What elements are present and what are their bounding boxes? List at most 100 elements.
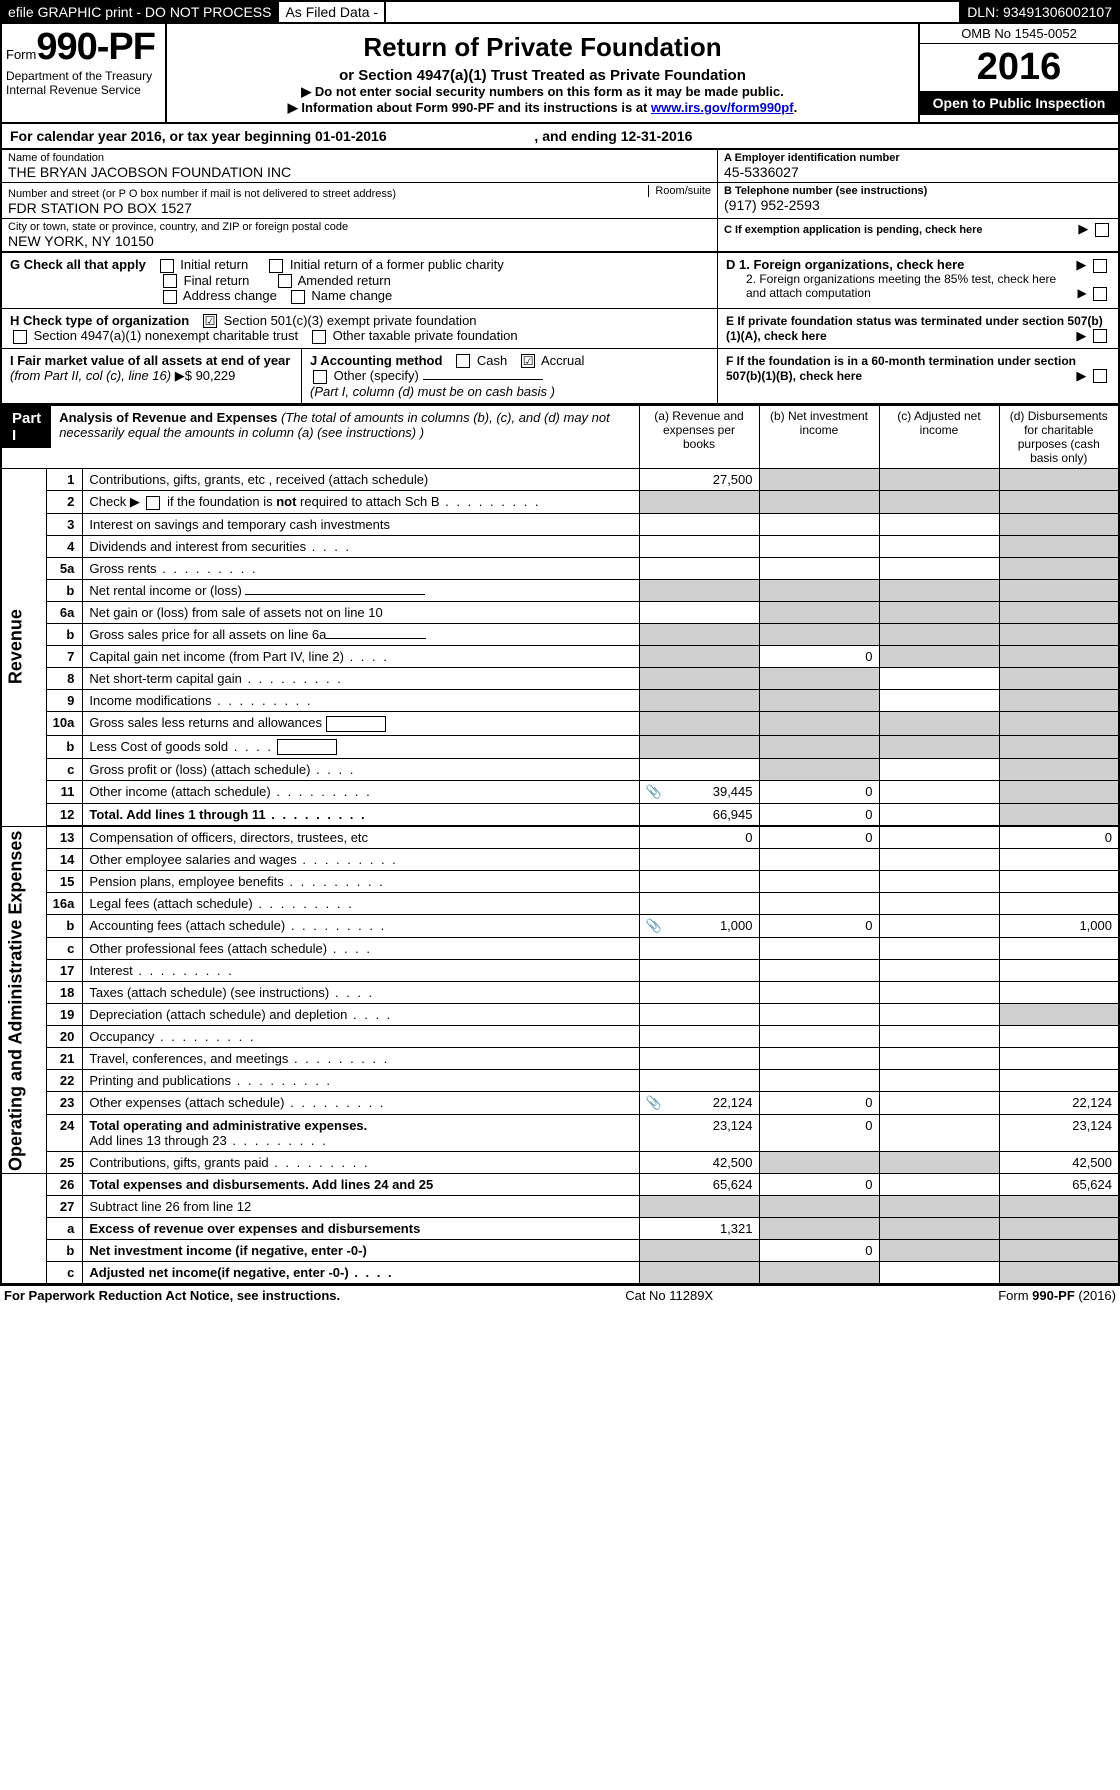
l2-checkbox[interactable]	[146, 496, 160, 510]
l24-desc: Total operating and administrative expen…	[83, 1115, 639, 1152]
irs-link[interactable]: www.irs.gov/form990pf	[651, 100, 794, 115]
h1-checkbox[interactable]: ☑	[203, 314, 217, 328]
exemption-checkbox[interactable]	[1095, 223, 1109, 237]
col-a-header: (a) Revenue and expenses per books	[639, 405, 759, 468]
l16b-d: 1,000	[999, 915, 1119, 938]
i-ital: (from Part II, col (c), line 16)	[10, 368, 171, 383]
f-checkbox[interactable]	[1093, 369, 1107, 383]
line-15: 15Pension plans, employee benefits	[1, 871, 1119, 893]
line-1: Revenue 1 Contributions, gifts, grants, …	[1, 468, 1119, 490]
h-section: H Check type of organization ☑ Section 5…	[2, 309, 718, 348]
l21-num: 21	[46, 1048, 83, 1070]
line-19: 19Depreciation (attach schedule) and dep…	[1, 1004, 1119, 1026]
line-5a: 5aGross rents	[1, 557, 1119, 579]
line-2: 2 Check ▶ if the foundation is not requi…	[1, 490, 1119, 513]
address-cell: Number and street (or P O box number if …	[2, 183, 718, 219]
l26-num: 26	[46, 1174, 83, 1196]
l16b-desc: Accounting fees (attach schedule)	[83, 915, 639, 938]
l27-desc: Subtract line 26 from line 12	[83, 1196, 639, 1218]
ein-cell: A Employer identification number 45-5336…	[718, 150, 1118, 183]
l10a-desc: Gross sales less returns and allowances	[83, 711, 639, 735]
l3-desc: Interest on savings and temporary cash i…	[83, 513, 639, 535]
opexp-section-label: Operating and Administrative Expenses	[1, 827, 46, 1174]
l24-b: 0	[759, 1115, 879, 1152]
l16c-text: Other professional fees (attach schedule…	[89, 941, 327, 956]
amended-return-checkbox[interactable]	[278, 274, 292, 288]
address-change-checkbox[interactable]	[163, 290, 177, 304]
calendar-year-row: For calendar year 2016, or tax year begi…	[0, 124, 1120, 150]
attach-icon[interactable]: 📎	[646, 784, 662, 800]
l12-b: 0	[759, 804, 879, 826]
l23-num: 23	[46, 1092, 83, 1115]
j-accrual-checkbox[interactable]: ☑	[521, 354, 535, 368]
name-change-checkbox[interactable]	[291, 290, 305, 304]
l10b-num: b	[46, 735, 83, 759]
col-b-header: (b) Net investment income	[759, 405, 879, 468]
l26-d: 65,624	[999, 1174, 1119, 1196]
initial-former-checkbox[interactable]	[269, 259, 283, 273]
header-spacer	[386, 2, 961, 22]
l24-text: Total operating and administrative expen…	[89, 1118, 367, 1133]
h3-checkbox[interactable]	[312, 330, 326, 344]
l4-desc: Dividends and interest from securities	[83, 535, 639, 557]
form-title-box: Form990-PF Department of the Treasury In…	[0, 24, 1120, 124]
l6b-num: b	[46, 623, 83, 645]
l25-text: Contributions, gifts, grants paid	[89, 1155, 268, 1170]
line-6a: 6aNet gain or (loss) from sale of assets…	[1, 601, 1119, 623]
l24-d: 23,124	[999, 1115, 1119, 1152]
l12-text: Total. Add lines 1 through 11	[89, 807, 265, 822]
line-25: 25Contributions, gifts, grants paid42,50…	[1, 1152, 1119, 1174]
l22-text: Printing and publications	[89, 1073, 231, 1088]
dln-cell: DLN: 93491306002107	[961, 2, 1118, 22]
identification-grid: Name of foundation THE BRYAN JACOBSON FO…	[0, 150, 1120, 253]
l24-a: 23,124	[639, 1115, 759, 1152]
line-10b: b Less Cost of goods sold	[1, 735, 1119, 759]
line-16b: bAccounting fees (attach schedule)📎1,000…	[1, 915, 1119, 938]
l25-num: 25	[46, 1152, 83, 1174]
l20-num: 20	[46, 1026, 83, 1048]
l1-b	[759, 468, 879, 490]
l17-desc: Interest	[83, 960, 639, 982]
attach-icon[interactable]: 📎	[646, 1095, 662, 1111]
e-checkbox[interactable]	[1093, 329, 1107, 343]
line-4: 4Dividends and interest from securities	[1, 535, 1119, 557]
l1-num: 1	[46, 468, 83, 490]
l27b-desc: Net investment income (if negative, ente…	[83, 1240, 639, 1262]
j-other-checkbox[interactable]	[313, 370, 327, 384]
l16c-desc: Other professional fees (attach schedule…	[83, 938, 639, 960]
line-27: 27Subtract line 26 from line 12	[1, 1196, 1119, 1218]
footer-right-bold: 990-PF	[1032, 1288, 1075, 1303]
col-c-header: (c) Adjusted net income	[879, 405, 999, 468]
d1-checkbox[interactable]	[1093, 259, 1107, 273]
footer-right: Form 990-PF (2016)	[998, 1288, 1116, 1303]
l11-text: Other income (attach schedule)	[89, 784, 270, 799]
l11-b: 0	[759, 781, 879, 804]
efile-header-bar: efile GRAPHIC print - DO NOT PROCESS As …	[0, 0, 1120, 24]
final-return-checkbox[interactable]	[163, 274, 177, 288]
ein-value: 45-5336027	[724, 164, 1112, 180]
l1-a: 27,500	[639, 468, 759, 490]
line-6b: bGross sales price for all assets on lin…	[1, 623, 1119, 645]
l2-desc: Check ▶ if the foundation is not require…	[83, 490, 639, 513]
h2-checkbox[interactable]	[13, 330, 27, 344]
initial-return-checkbox[interactable]	[160, 259, 174, 273]
d2-checkbox[interactable]	[1093, 287, 1107, 301]
j3-label: Other (specify)	[334, 368, 419, 383]
line-3: 3Interest on savings and temporary cash …	[1, 513, 1119, 535]
l18-text: Taxes (attach schedule) (see instruction…	[89, 985, 329, 1000]
j-cash-checkbox[interactable]	[456, 354, 470, 368]
g2-label: Initial return of a former public charit…	[290, 257, 504, 272]
l11-a: 📎39,445	[639, 781, 759, 804]
l10b-text: Less Cost of goods sold	[89, 739, 228, 754]
city-cell: City or town, state or province, country…	[2, 219, 718, 251]
i-arrow: ▶$	[175, 368, 196, 383]
footer-mid: Cat No 11289X	[625, 1288, 713, 1303]
d-section: D 1. Foreign organizations, check here ▶…	[718, 253, 1118, 308]
l27c-desc: Adjusted net income(if negative, enter -…	[83, 1262, 639, 1285]
attach-icon[interactable]: 📎	[646, 918, 662, 934]
g4-label: Amended return	[298, 273, 391, 288]
l10c-text: Gross profit or (loss) (attach schedule)	[89, 762, 310, 777]
l22-num: 22	[46, 1070, 83, 1092]
cal-begin: 01-01-2016	[315, 128, 387, 144]
part1-title-bold: Analysis of Revenue and Expenses	[59, 410, 277, 425]
